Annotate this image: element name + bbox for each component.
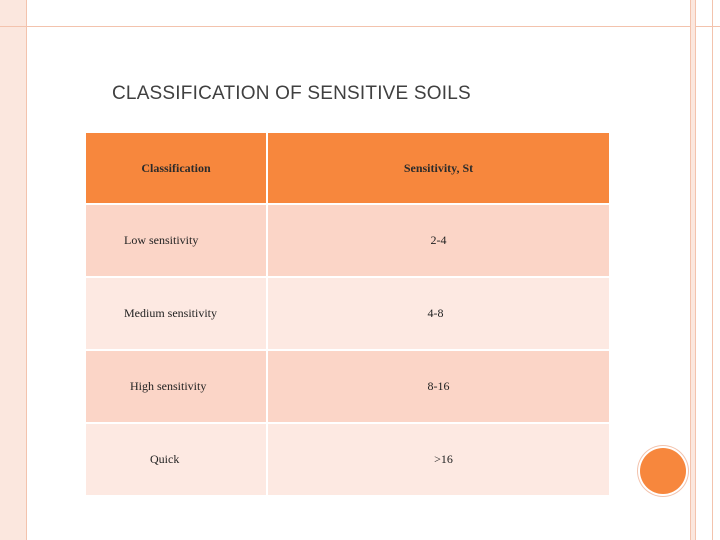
sensitivity-table: Classification Sensitivity, St Low sensi… <box>84 131 611 497</box>
cell-classification: Medium sensitivity <box>84 276 268 351</box>
cell-sensitivity: 4-8 <box>266 276 611 351</box>
table-row: Medium sensitivity 4-8 <box>84 276 611 351</box>
table-row: High sensitivity 8-16 <box>84 349 611 424</box>
decorative-orange-circle <box>640 448 686 494</box>
header-sensitivity: Sensitivity, St <box>266 131 611 205</box>
slide-frame-top-line <box>0 26 720 27</box>
cell-classification: Quick <box>84 422 268 497</box>
cell-sensitivity: >16 <box>266 422 611 497</box>
table-row: Low sensitivity 2-4 <box>84 203 611 278</box>
slide-frame-left-line <box>26 0 27 540</box>
cell-sensitivity: 2-4 <box>266 203 611 278</box>
slide-frame-right <box>690 0 696 540</box>
cell-classification: Low sensitivity <box>84 203 268 278</box>
cell-classification: High sensitivity <box>84 349 268 424</box>
cell-sensitivity: 8-16 <box>266 349 611 424</box>
slide-frame-left <box>0 0 26 540</box>
slide-frame-right-outer-line <box>712 0 713 540</box>
table-row: Quick >16 <box>84 422 611 497</box>
header-classification: Classification <box>84 131 268 205</box>
table-header-row: Classification Sensitivity, St <box>84 131 611 205</box>
slide-title: CLASSIFICATION OF SENSITIVE SOILS <box>112 83 471 104</box>
